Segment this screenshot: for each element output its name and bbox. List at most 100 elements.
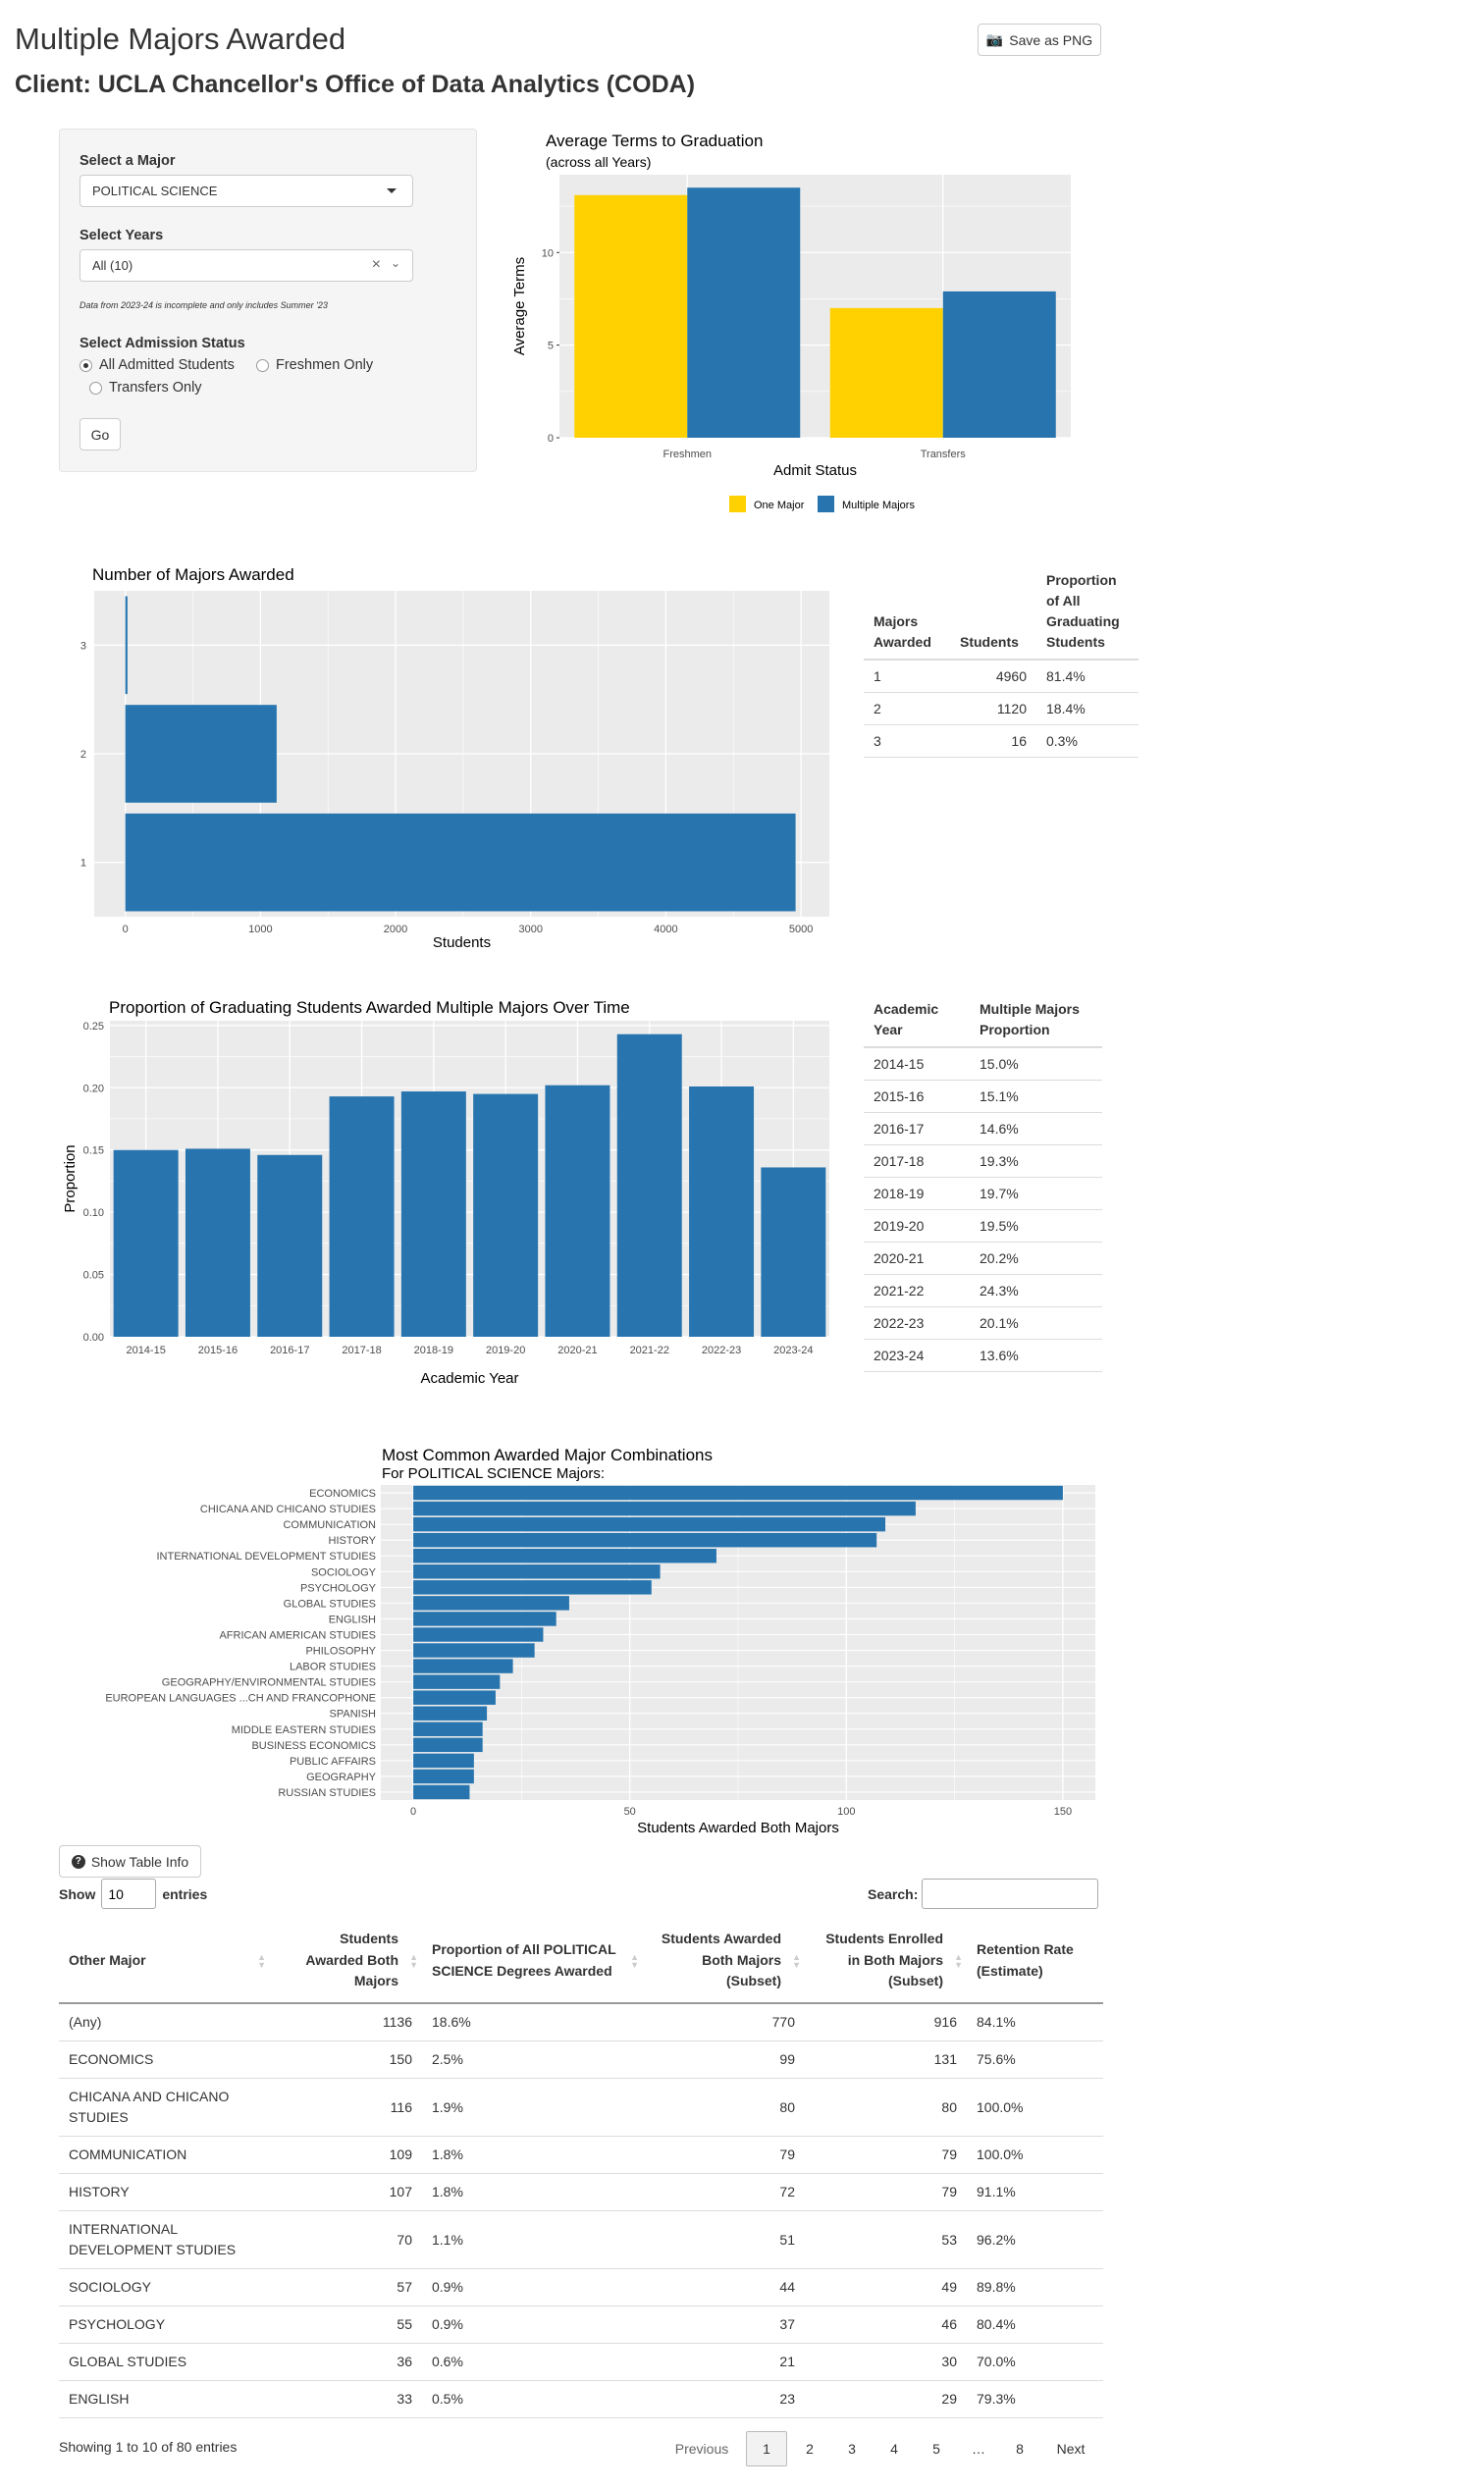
- y-tick-label: 0.15: [83, 1145, 104, 1157]
- table-row: 2020-21 20.2%: [864, 1242, 1102, 1275]
- bar: [545, 1085, 610, 1337]
- page-button[interactable]: 8: [1016, 2441, 1024, 2457]
- page-button[interactable]: Next: [1056, 2441, 1086, 2457]
- y-tick-label: 3: [80, 640, 86, 652]
- entries-length-control: Show entries: [59, 1879, 207, 1909]
- table-row: GLOBAL STUDIES 36 0.6% 21 30 70.0%: [59, 2343, 1103, 2382]
- chevron-down-icon[interactable]: ⌄: [390, 256, 400, 270]
- table-cell: 19.7%: [970, 1177, 1102, 1210]
- years-select[interactable]: All (10) × ⌄: [80, 249, 413, 282]
- client-subtitle: Client: UCLA Chancellor's Office of Data…: [15, 71, 696, 98]
- question-circle-icon: ?: [71, 1854, 85, 1869]
- search-input[interactable]: [922, 1879, 1099, 1909]
- column-header[interactable]: Students Enrolled in Both Majors (Subset…: [805, 1919, 967, 2005]
- search-control: Search:: [868, 1879, 1099, 1909]
- page-button[interactable]: Previous: [674, 2441, 729, 2457]
- x-tick-label: 1000: [248, 924, 272, 935]
- x-tick-label: 0: [410, 1806, 416, 1818]
- table-cell: 131: [805, 2040, 967, 2080]
- x-tick-label: 0: [123, 924, 129, 935]
- page-button[interactable]: 5: [932, 2441, 940, 2457]
- x-tick-label: 50: [624, 1806, 636, 1818]
- years-select-label: Select Years: [80, 228, 164, 243]
- y-tick-label: 1: [80, 858, 86, 870]
- bar: [413, 1612, 556, 1626]
- table-cell: 1: [864, 660, 950, 693]
- y-tick-label: PHILOSOPHY: [305, 1646, 376, 1658]
- x-tick-label: 2023-24: [773, 1345, 813, 1356]
- page-button[interactable]: 3: [848, 2441, 856, 2457]
- table-cell: SOCIOLOGY: [59, 2268, 270, 2307]
- table-row: 2016-17 14.6%: [864, 1112, 1102, 1145]
- y-tick-label: 0.20: [83, 1083, 104, 1094]
- bar: [413, 1627, 544, 1642]
- table-cell: 79.3%: [967, 2380, 1103, 2419]
- bar: [413, 1549, 716, 1563]
- show-table-info-button[interactable]: ? Show Table Info: [59, 1845, 201, 1878]
- table-row: 2019-20 19.5%: [864, 1209, 1102, 1243]
- table-cell: 1120: [950, 692, 1036, 725]
- page-button[interactable]: 4: [890, 2441, 898, 2457]
- table-row: INTERNATIONAL DEVELOPMENT STUDIES 70 1.1% 5…: [59, 2210, 1103, 2270]
- table-cell: 1136: [270, 2003, 422, 2042]
- table-cell: 72: [643, 2173, 805, 2212]
- table-cell: 29: [805, 2380, 967, 2419]
- table-cell: COMMUNICATION: [59, 2136, 270, 2175]
- radio-icon: [256, 358, 269, 372]
- table-cell: 84.1%: [967, 2003, 1103, 2042]
- radio-all-admitted[interactable]: All Admitted Students: [80, 357, 235, 373]
- table-row: SOCIOLOGY 57 0.9% 44 49 89.8%: [59, 2268, 1103, 2307]
- page-button-current[interactable]: 1: [746, 2431, 787, 2466]
- x-axis-title: Admit Status: [773, 462, 857, 479]
- x-axis-title: Academic Year: [420, 1370, 518, 1387]
- bar: [413, 1596, 569, 1611]
- entries-input[interactable]: [101, 1879, 157, 1909]
- save-png-label: Save as PNG: [1009, 31, 1093, 48]
- table-row: 1 4960 81.4%: [864, 660, 1139, 693]
- x-tick-label: 2022-23: [702, 1345, 741, 1356]
- radio-freshmen-only[interactable]: Freshmen Only: [256, 357, 373, 373]
- chart-subtitle: For POLITICAL SCIENCE Majors:: [382, 1465, 605, 1482]
- bar: [413, 1516, 886, 1532]
- column-header[interactable]: Proportion of All POLITICAL SCIENCE Degr…: [422, 1919, 643, 2005]
- sort-icon: ▲ ▼: [409, 1951, 418, 1970]
- column-header[interactable]: Other Major ▲ ▼: [59, 1919, 270, 2005]
- major-select[interactable]: POLITICAL SCIENCE: [80, 175, 413, 207]
- table-cell: 916: [805, 2003, 967, 2042]
- go-button[interactable]: Go: [80, 418, 121, 450]
- table-row: ENGLISH 33 0.5% 23 29 79.3%: [59, 2380, 1103, 2419]
- table-cell: HISTORY: [59, 2173, 270, 2212]
- column-header[interactable]: Retention Rate (Estimate): [967, 1919, 1103, 2005]
- table-row: 2021-22 24.3%: [864, 1274, 1102, 1307]
- table-cell: 44: [643, 2268, 805, 2307]
- y-axis-title: Average Terms: [511, 257, 528, 355]
- x-tick-label: 100: [837, 1806, 855, 1818]
- table-cell: 1.8%: [422, 2136, 643, 2175]
- table-cell: CHICANA AND CHICANO STUDIES: [59, 2078, 270, 2138]
- column-header[interactable]: Students Awarded Both Majors ▲ ▼: [270, 1919, 422, 2005]
- table-cell: 51: [643, 2210, 805, 2270]
- y-tick-label: ECONOMICS: [309, 1488, 376, 1500]
- y-tick-label: CHICANA AND CHICANO STUDIES: [200, 1504, 376, 1515]
- save-png-button[interactable]: 📷 Save as PNG: [978, 24, 1101, 56]
- radio-transfers-only[interactable]: Transfers Only: [89, 380, 202, 396]
- page-button[interactable]: 2: [806, 2441, 814, 2457]
- table-cell: 13.6%: [970, 1339, 1102, 1372]
- table-cell: 18.6%: [422, 2003, 643, 2042]
- table-cell: 1.9%: [422, 2078, 643, 2138]
- bar: [413, 1501, 916, 1516]
- sort-icon: ▲ ▼: [257, 1951, 266, 1970]
- column-header[interactable]: Students Awarded Both Majors (Subset) ▲ ▼: [643, 1919, 805, 2005]
- sort-icon: ▲ ▼: [954, 1951, 963, 1970]
- table-cell: 91.1%: [967, 2173, 1103, 2212]
- bar: [413, 1643, 535, 1658]
- table-row: PSYCHOLOGY 55 0.9% 37 46 80.4%: [59, 2305, 1103, 2345]
- major-combinations-chart: Most Common Awarded Major Combinations F…: [105, 1446, 1095, 1836]
- y-tick-label: ENGLISH: [329, 1614, 376, 1625]
- chart-title: Most Common Awarded Major Combinations: [382, 1446, 713, 1464]
- y-tick-label: 0: [548, 433, 554, 445]
- bar: [687, 187, 801, 438]
- clear-icon[interactable]: ×: [371, 256, 381, 273]
- x-tick-label: 3000: [518, 924, 542, 935]
- table-cell: 53: [805, 2210, 967, 2270]
